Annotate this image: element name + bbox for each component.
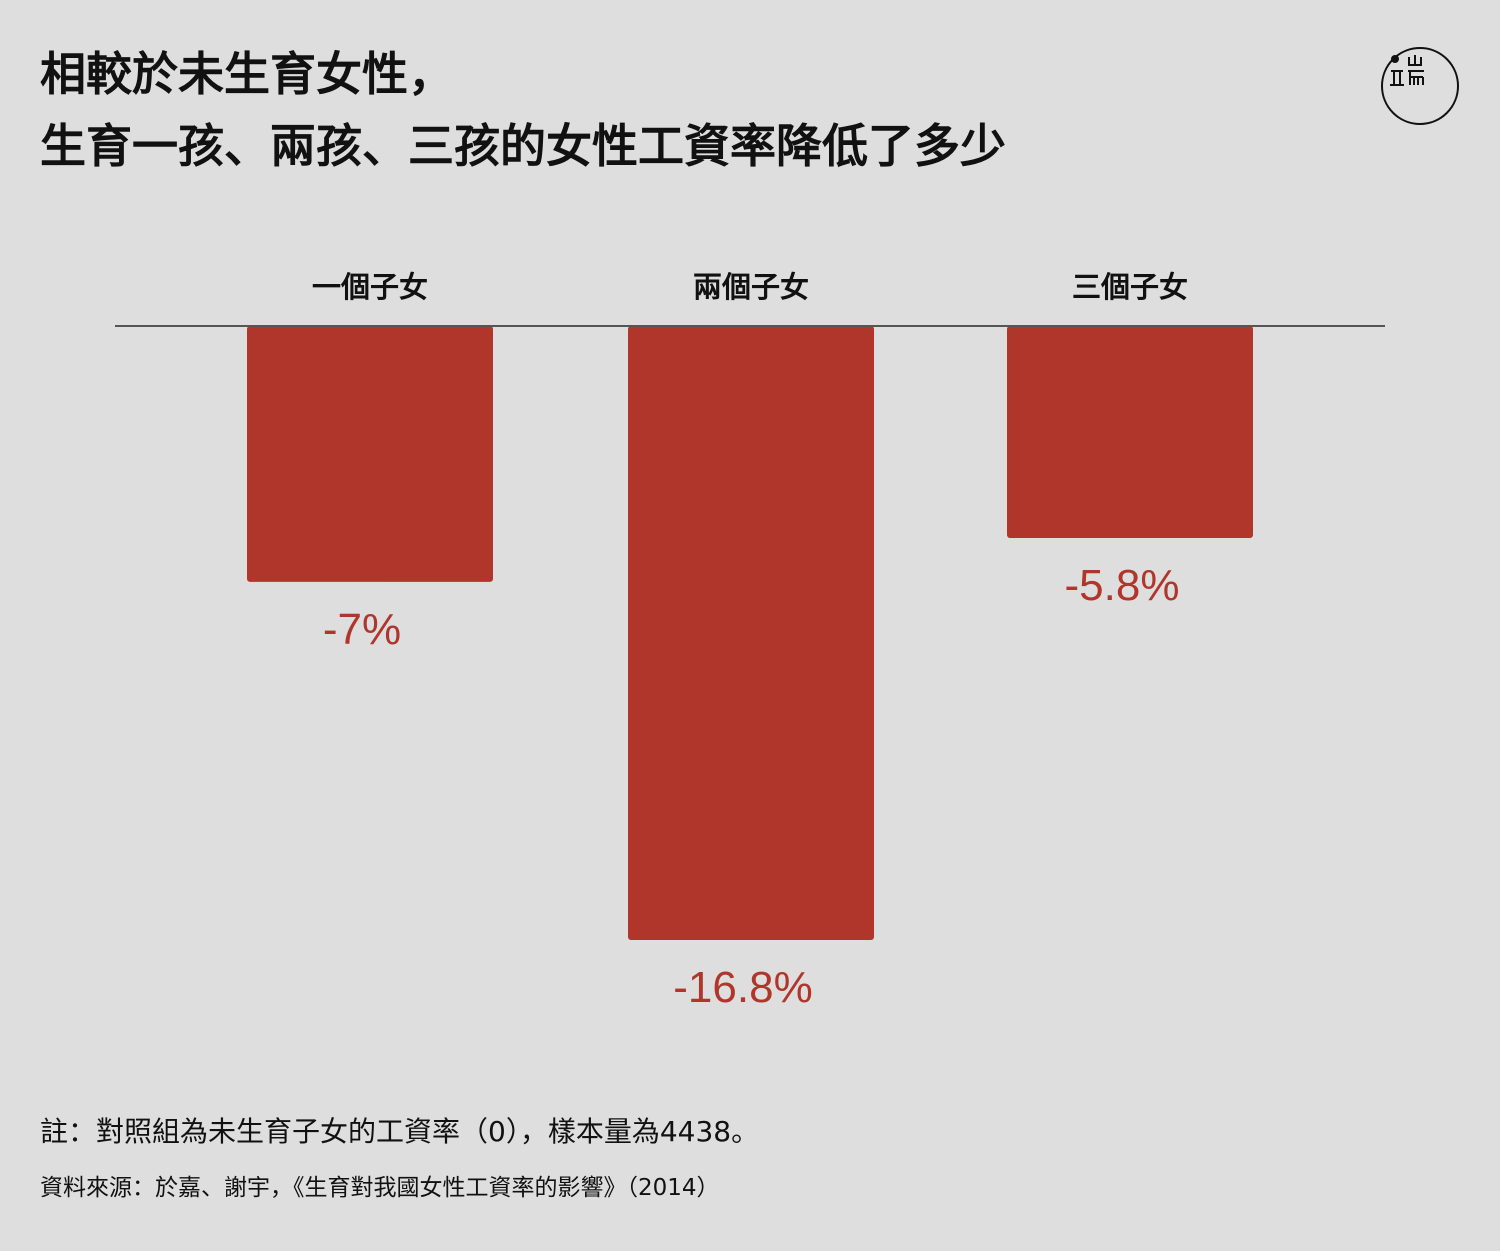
logo-glyph — [1390, 55, 1424, 86]
chart-note: 註：對照組為未生育子女的工資率（0），樣本量為4438。 — [40, 1115, 760, 1148]
value-label: -7% — [323, 605, 401, 654]
value-label: -5.8% — [1065, 561, 1180, 610]
title-line-2: 生育一孩、兩孩、三孩的女性工資率降低了多少 — [40, 119, 1006, 173]
category-label: 一個子女 — [312, 270, 428, 304]
bar — [1007, 326, 1253, 538]
category-label: 三個子女 — [1072, 270, 1188, 304]
title-line-1: 相較於未生育女性， — [40, 47, 454, 101]
initium-logo-icon — [1381, 47, 1459, 125]
value-label: -16.8% — [673, 963, 812, 1012]
bar — [628, 326, 874, 941]
bar — [247, 326, 493, 582]
chart-title: 相較於未生育女性， 生育一孩、兩孩、三孩的女性工資率降低了多少 — [40, 38, 1290, 182]
chart-source: 資料來源：於嘉、謝宇，《生育對我國女性工資率的影響》（2014） — [40, 1175, 720, 1201]
bar-chart: 一個子女 -7% 兩個子女 -16.8% 三個子女 -5.8% — [115, 270, 1385, 1012]
category-label: 兩個子女 — [693, 270, 809, 304]
